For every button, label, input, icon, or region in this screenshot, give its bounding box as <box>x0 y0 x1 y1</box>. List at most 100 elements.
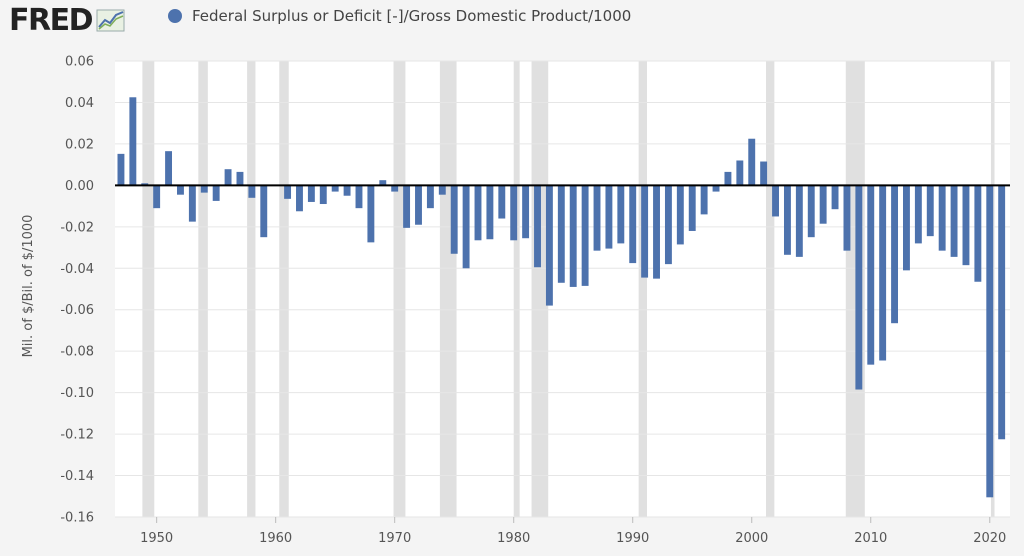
data-bar[interactable] <box>307 185 315 202</box>
data-bar[interactable] <box>438 185 446 195</box>
data-bar[interactable] <box>450 185 458 254</box>
data-bar[interactable] <box>129 97 137 186</box>
data-bar[interactable] <box>153 185 161 209</box>
x-tick-label: 1970 <box>378 531 411 546</box>
legend-series-label[interactable]: Federal Surplus or Deficit [-]/Gross Dom… <box>192 7 632 25</box>
data-bar[interactable] <box>236 171 244 186</box>
data-bar[interactable] <box>653 185 660 279</box>
data-bar[interactable] <box>795 185 803 257</box>
data-bar[interactable] <box>891 185 899 324</box>
y-tick-label: -0.10 <box>60 386 94 401</box>
data-bar[interactable] <box>914 185 922 244</box>
recession-band <box>247 61 256 517</box>
data-bar[interactable] <box>426 185 434 209</box>
fred-logo[interactable]: FRED <box>9 2 126 38</box>
y-tick-label: 0.00 <box>65 179 94 194</box>
data-bar[interactable] <box>510 185 518 241</box>
y-tick-label: -0.16 <box>60 511 94 526</box>
recession-band <box>766 61 775 517</box>
y-tick-label: -0.14 <box>60 469 94 484</box>
data-bar[interactable] <box>950 185 958 257</box>
data-bar[interactable] <box>177 185 184 195</box>
data-bar[interactable] <box>284 185 292 199</box>
y-tick-label: -0.02 <box>60 220 94 235</box>
data-bar[interactable] <box>998 185 1006 440</box>
data-bar[interactable] <box>807 185 815 238</box>
data-bar[interactable] <box>545 185 553 306</box>
data-bar[interactable] <box>712 185 720 192</box>
data-bar[interactable] <box>938 185 946 251</box>
data-bar[interactable] <box>629 185 637 264</box>
data-bar[interactable] <box>224 169 232 186</box>
data-bar[interactable] <box>641 185 649 278</box>
x-tick-label: 1980 <box>497 531 530 546</box>
data-bar[interactable] <box>903 185 910 271</box>
data-bar[interactable] <box>415 185 422 225</box>
fred-logo-text: FRED <box>9 2 94 38</box>
data-bar[interactable] <box>581 185 589 286</box>
data-bar[interactable] <box>867 185 875 365</box>
x-tick-label: 1960 <box>259 531 292 546</box>
data-bar[interactable] <box>296 185 303 212</box>
data-bar[interactable] <box>522 185 530 239</box>
data-bar[interactable] <box>736 160 744 186</box>
data-bar[interactable] <box>843 185 851 251</box>
data-bar[interactable] <box>117 153 125 186</box>
data-bar[interactable] <box>700 185 708 215</box>
recession-band <box>142 61 155 517</box>
data-bar[interactable] <box>379 180 387 186</box>
data-bar[interactable] <box>188 185 196 222</box>
data-bar[interactable] <box>331 185 339 192</box>
data-bar[interactable] <box>165 151 173 186</box>
y-tick-label: -0.04 <box>60 262 94 277</box>
recession-band <box>513 61 520 517</box>
data-bar[interactable] <box>343 185 351 196</box>
recession-band <box>393 61 406 517</box>
data-bar[interactable] <box>260 185 268 238</box>
x-tick-label: 2020 <box>973 531 1006 546</box>
data-bar[interactable] <box>986 185 994 498</box>
data-bar[interactable] <box>141 183 149 186</box>
data-bar[interactable] <box>605 185 613 249</box>
data-bar[interactable] <box>391 185 399 192</box>
data-bar[interactable] <box>688 185 696 231</box>
data-bar[interactable] <box>974 185 982 282</box>
data-bar[interactable] <box>462 185 470 269</box>
data-bar[interactable] <box>403 185 411 228</box>
x-tick-label: 2010 <box>854 531 887 546</box>
data-bar[interactable] <box>879 185 887 361</box>
data-bar[interactable] <box>855 185 863 390</box>
data-bar[interactable] <box>569 185 577 287</box>
data-bar[interactable] <box>760 161 768 186</box>
data-bar[interactable] <box>962 185 970 266</box>
data-bar[interactable] <box>617 185 625 244</box>
y-tick-label: -0.08 <box>60 345 94 360</box>
x-tick-label: 2000 <box>735 531 768 546</box>
data-bar[interactable] <box>664 185 672 265</box>
data-bar[interactable] <box>474 185 482 241</box>
data-bar[interactable] <box>783 185 791 255</box>
data-bar[interactable] <box>593 185 601 251</box>
y-tick-label: -0.12 <box>60 428 94 443</box>
data-bar[interactable] <box>367 185 375 243</box>
data-bar[interactable] <box>486 185 494 240</box>
data-bar[interactable] <box>200 185 208 193</box>
x-tick-label: 1950 <box>140 531 173 546</box>
data-bar[interactable] <box>534 185 541 268</box>
data-bar[interactable] <box>319 185 327 205</box>
recession-band <box>198 61 208 517</box>
data-bar[interactable] <box>819 185 827 224</box>
data-bar[interactable] <box>355 185 363 209</box>
data-bar[interactable] <box>772 185 779 217</box>
data-bar[interactable] <box>748 138 756 186</box>
data-bar[interactable] <box>926 185 934 237</box>
y-tick-label: 0.06 <box>65 55 94 70</box>
data-bar[interactable] <box>557 185 565 283</box>
data-bar[interactable] <box>831 185 839 210</box>
data-bar[interactable] <box>724 171 732 186</box>
data-bar[interactable] <box>676 185 684 245</box>
chart-header: FRED Federal Surplus or Deficit [-]/Gros… <box>0 0 1024 44</box>
data-bar[interactable] <box>498 185 506 219</box>
data-bar[interactable] <box>248 185 256 198</box>
data-bar[interactable] <box>212 185 220 201</box>
